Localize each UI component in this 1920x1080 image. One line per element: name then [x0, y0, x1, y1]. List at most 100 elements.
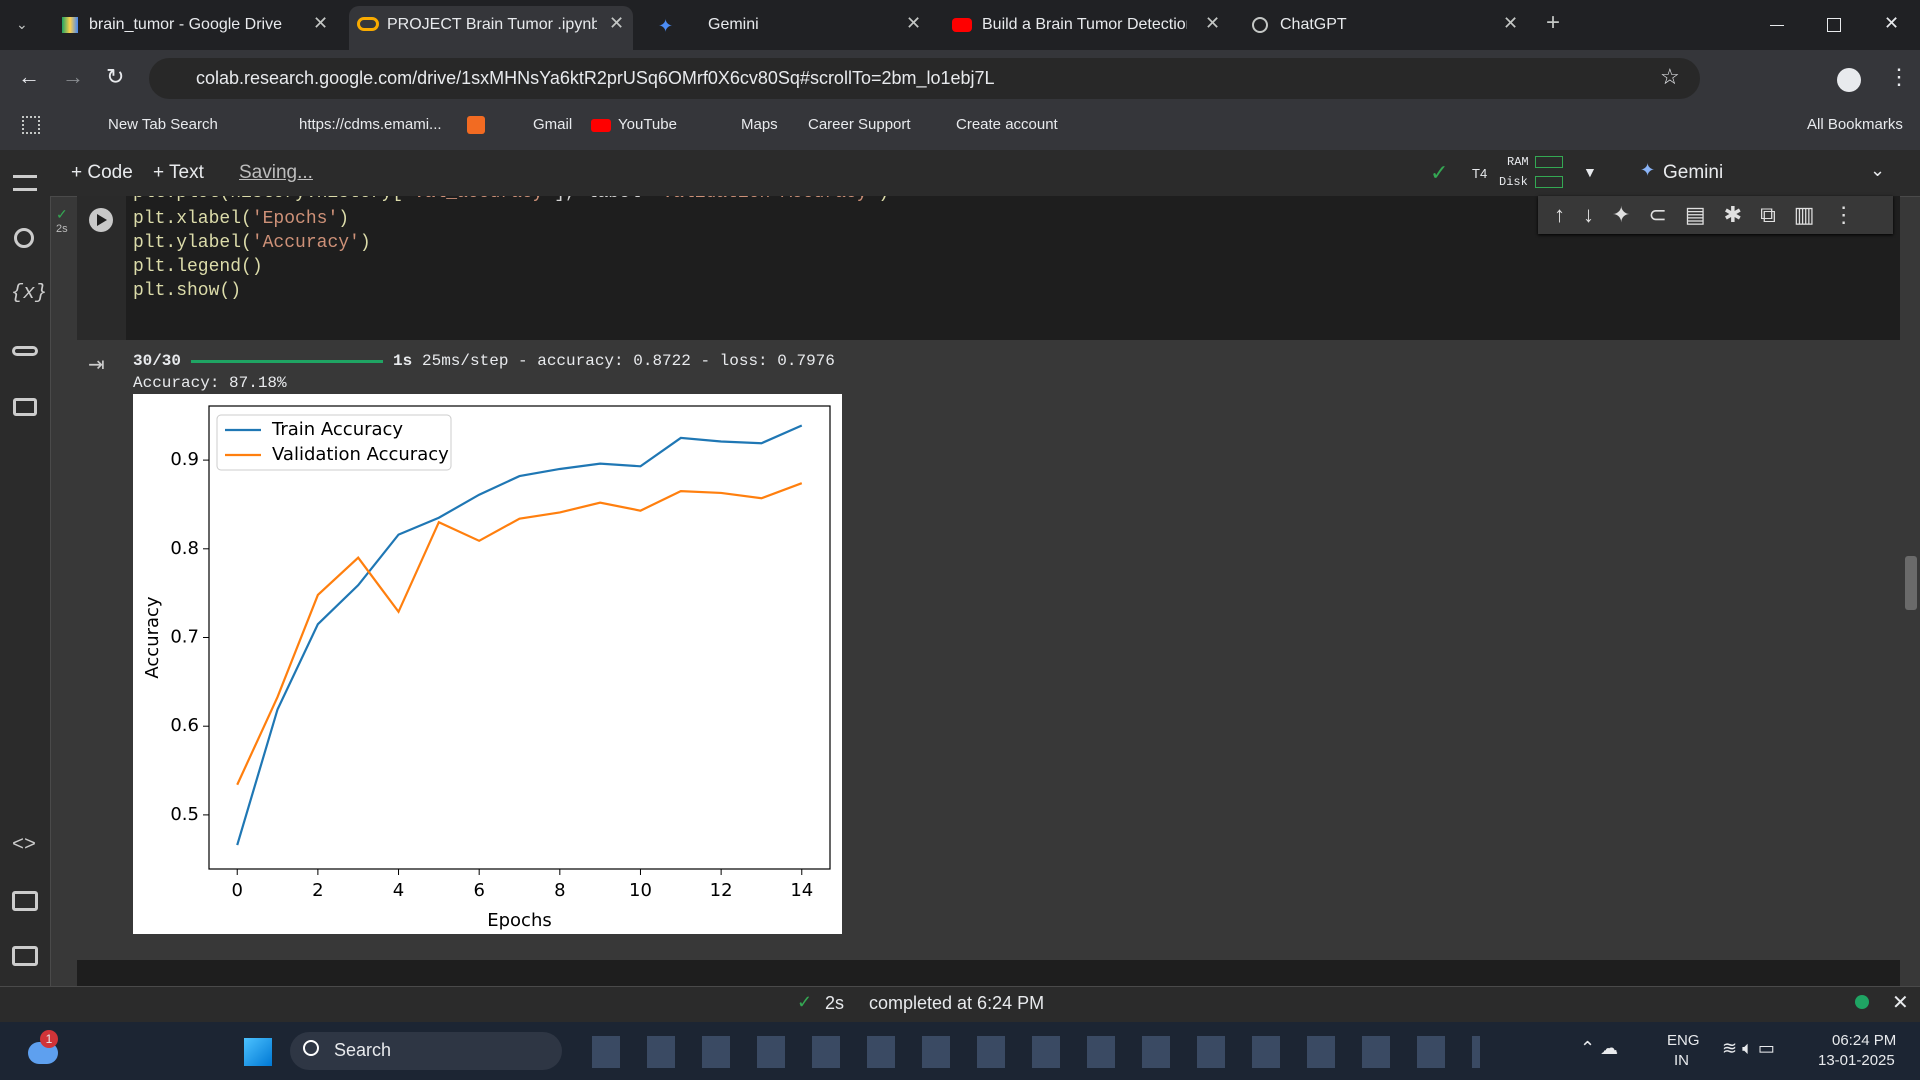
code-line: plt.ylabel('Accuracy') [133, 233, 371, 253]
variables-icon[interactable]: {x} [11, 282, 48, 305]
gemini-button[interactable]: Gemini [1663, 162, 1724, 183]
add-text[interactable]: + Text [153, 162, 204, 183]
drive-icon [62, 17, 78, 33]
tab-title[interactable]: Build a Brain Tumor Detection A [982, 16, 1187, 33]
status-time: 2s [825, 993, 845, 1013]
bookmark[interactable]: Create account [956, 116, 1058, 133]
x-tick-label: 6 [473, 880, 484, 901]
code-token: 'Accuracy' [251, 233, 360, 253]
command-icon[interactable] [12, 891, 38, 911]
disk-label: Disk [1499, 175, 1528, 189]
x-tick-label: 10 [629, 880, 652, 901]
snippets-icon[interactable]: <> [12, 834, 37, 857]
menu[interactable]: ⋮ [1888, 64, 1910, 89]
taskbar-search[interactable] [290, 1032, 562, 1070]
chart: 0.5 0.6 0.7 0.8 0.9 0 2 4 6 8 10 12 14 Epochs Accuracy… [133, 394, 842, 934]
bookmark[interactable]: Gmail [533, 116, 573, 133]
tab-close[interactable]: ✕ [609, 13, 625, 33]
toc-icon[interactable] [13, 175, 37, 191]
code-line: plt.show() [133, 281, 241, 301]
colab-icon [357, 17, 379, 31]
train-log: 25ms/step - accuracy: 0.8722 - loss: 0.7… [422, 352, 835, 370]
clock-date[interactable]: 13-01-2025 [1818, 1052, 1895, 1069]
bookmark[interactable]: https://cdms.emami... [299, 116, 442, 133]
window-close[interactable]: ✕ [1884, 13, 1900, 33]
scrollbar[interactable] [1905, 556, 1917, 610]
status-close[interactable]: ✕ [1892, 992, 1909, 1014]
clock-time[interactable]: 06:24 PM [1832, 1032, 1897, 1049]
ram-meter [1535, 156, 1563, 168]
new-tab[interactable]: + [1546, 9, 1561, 36]
cell-toolbar: ↑↓✦⊂▤✱⧉▥⋮ [1538, 196, 1893, 234]
tab-close[interactable]: ✕ [1503, 13, 1519, 33]
output-toggle[interactable]: ⇥ [88, 354, 105, 376]
status-check: ✓ [797, 992, 813, 1012]
tab-close[interactable]: ✕ [313, 13, 329, 33]
sidebar [0, 196, 51, 986]
tab-search[interactable]: ⌄ [16, 16, 28, 32]
tab-close[interactable]: ✕ [1205, 13, 1221, 33]
chatgpt-icon [1252, 17, 1268, 33]
restore[interactable] [1827, 18, 1841, 32]
all-bookmarks[interactable]: All Bookmarks [1807, 116, 1903, 133]
runtime-menu[interactable]: ▼ [1583, 164, 1597, 180]
files-icon[interactable] [13, 398, 37, 416]
search-label[interactable]: Search [334, 1040, 392, 1060]
bookmark-icon [467, 116, 485, 134]
bookmark[interactable]: Maps [741, 116, 778, 133]
active-tab[interactable] [349, 6, 633, 50]
start-button[interactable] [244, 1038, 272, 1066]
status-dot [1855, 995, 1869, 1009]
x-tick-label: 2 [312, 880, 323, 901]
tab-title[interactable]: ChatGPT [1280, 16, 1347, 33]
step-time: 1s [393, 352, 413, 370]
apps[interactable] [22, 116, 40, 134]
taskbar-apps[interactable] [580, 1036, 1480, 1068]
gemini-icon: ✦ [1640, 160, 1656, 180]
url[interactable]: colab.research.google.com/drive/1sxMHNsY… [196, 68, 995, 88]
search-icon[interactable] [14, 228, 34, 248]
input-region: IN [1674, 1052, 1689, 1069]
ram-label: RAM [1507, 155, 1529, 169]
gemini-icon: ✦ [658, 16, 674, 36]
x-tick-label: 12 [710, 880, 733, 901]
notification-badge: 1 [40, 1030, 58, 1048]
back[interactable]: ← [18, 64, 40, 89]
profile[interactable] [1837, 68, 1861, 92]
x-tick-label: 0 [232, 880, 243, 901]
tab-title[interactable]: brain_tumor - Google Drive [89, 16, 282, 33]
code-token: plt.show() [133, 281, 242, 301]
runtime[interactable]: T4 [1472, 166, 1488, 181]
youtube-icon [952, 18, 972, 32]
bookmark[interactable]: Career Support [808, 116, 911, 133]
cell-actions[interactable]: ↑↓✦⊂▤✱⧉▥⋮ [1554, 202, 1873, 227]
reload[interactable]: ↻ [106, 64, 125, 89]
terminal-icon[interactable] [12, 946, 38, 966]
code-line: plt.legend() [133, 257, 263, 277]
x-tick-label: 4 [393, 880, 404, 901]
legend-label: Train Accuracy [271, 419, 403, 440]
secrets-icon[interactable] [12, 346, 38, 356]
status-message: completed at 6:24 PM [869, 993, 1045, 1013]
collapse[interactable]: ⌄ [1870, 160, 1886, 180]
add-code[interactable]: + Code [71, 162, 133, 183]
input-lang[interactable]: ENG [1667, 1032, 1700, 1049]
y-tick-label: 0.8 [170, 538, 199, 559]
omnibox[interactable] [149, 58, 1700, 99]
system-icons[interactable]: ≋ 🔈︎ ▭ [1722, 1038, 1775, 1058]
bookmark[interactable]: YouTube [618, 116, 677, 133]
tab-title[interactable]: Gemini [708, 16, 759, 33]
tab-title[interactable]: PROJECT Brain Tumor .ipynb - C [387, 16, 597, 33]
tab-close[interactable]: ✕ [906, 13, 922, 33]
status-bar [0, 986, 1920, 1023]
forward[interactable]: → [62, 64, 84, 89]
minimize[interactable] [1770, 25, 1784, 26]
bookmark-star[interactable]: ☆ [1660, 64, 1680, 89]
bookmark[interactable]: New Tab Search [108, 116, 218, 133]
tray[interactable]: ⌃ ☁ [1580, 1038, 1619, 1058]
cell-check: ✓ [56, 206, 68, 222]
y-tick-label: 0.7 [170, 627, 199, 648]
y-tick-label: 0.9 [170, 449, 199, 470]
code-token: ) [338, 209, 350, 229]
